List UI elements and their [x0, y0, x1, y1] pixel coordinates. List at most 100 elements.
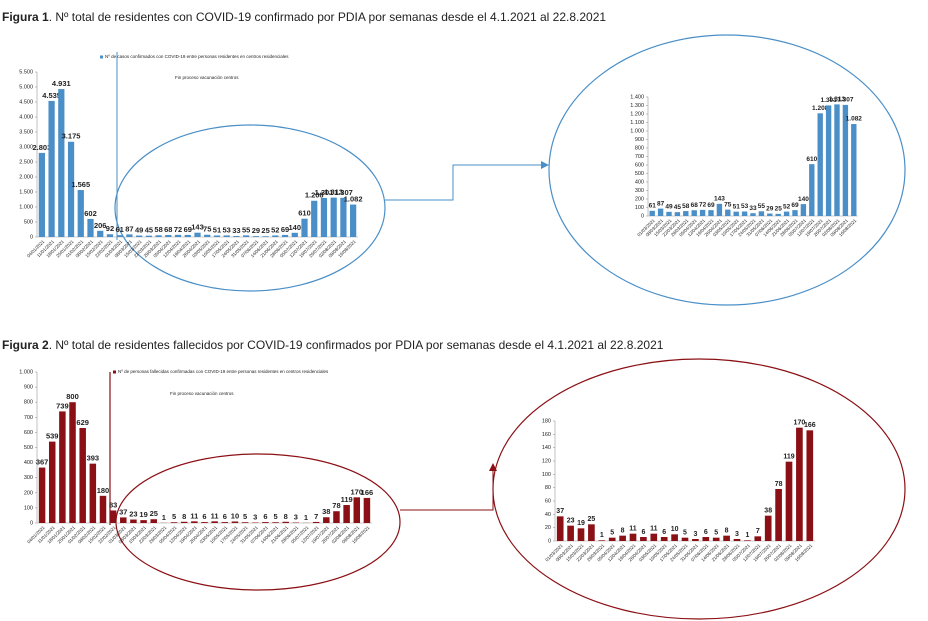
- bar: [213, 235, 221, 237]
- value-label: 6: [223, 512, 227, 521]
- y-tick-label: 3.500: [19, 129, 33, 135]
- value-label: 68: [164, 225, 172, 234]
- value-label: 8: [621, 528, 625, 535]
- value-label: 3: [693, 531, 697, 538]
- bar: [775, 213, 781, 216]
- legend-swatch: [100, 55, 103, 59]
- bar: [97, 230, 104, 237]
- bar: [796, 427, 803, 541]
- annotation: Fin proceso vacunación centros: [175, 75, 239, 80]
- arrow-head: [489, 463, 497, 471]
- bar: [785, 461, 793, 541]
- value-label: 1.307: [334, 188, 353, 197]
- bar: [211, 521, 218, 523]
- arrow: [385, 164, 543, 201]
- bar: [58, 89, 65, 237]
- value-label: 25: [150, 509, 158, 518]
- value-label: 75: [203, 225, 211, 234]
- y-tick-label: 4.500: [19, 99, 33, 105]
- bar: [77, 190, 84, 237]
- bar: [775, 489, 782, 541]
- value-label: 45: [145, 226, 153, 235]
- value-label: 3.175: [62, 132, 81, 141]
- bar: [733, 211, 739, 216]
- value-label: 1.565: [71, 180, 90, 189]
- bar: [723, 535, 730, 541]
- value-label: 1.301: [820, 97, 837, 104]
- value-label: 1.307: [837, 97, 854, 104]
- value-label: 78: [332, 501, 340, 510]
- value-label: 55: [758, 203, 766, 210]
- bar: [312, 521, 320, 523]
- bar: [320, 197, 328, 237]
- y-tick-label: 600: [635, 162, 644, 168]
- value-label: 25: [261, 226, 269, 235]
- value-label: 1.313: [324, 188, 343, 197]
- bar: [330, 197, 337, 237]
- value-label: 51: [213, 225, 221, 234]
- bar: [556, 516, 564, 541]
- bar: [38, 152, 45, 237]
- y-tick-label: 160: [542, 432, 551, 438]
- bar: [640, 537, 647, 541]
- value-label: 5: [610, 530, 614, 537]
- bar: [842, 104, 849, 216]
- value-label: 5: [683, 530, 687, 537]
- y-tick-label: 20: [545, 525, 551, 531]
- bar: [741, 211, 748, 216]
- value-label: 61: [649, 203, 657, 210]
- bar: [180, 521, 188, 523]
- value-label: 3: [735, 531, 739, 538]
- y-tick-label: 300: [635, 188, 644, 194]
- annotation: Fin proceso vacunación centros: [170, 391, 234, 396]
- y-tick-label: 0: [641, 213, 644, 219]
- y-tick-label: 1.200: [630, 111, 644, 117]
- value-label: 393: [87, 454, 100, 463]
- bar: [608, 537, 616, 541]
- y-tick-label: 500: [24, 445, 33, 451]
- bar: [155, 235, 162, 237]
- bar: [353, 497, 361, 523]
- value-label: 10: [671, 526, 679, 533]
- bar: [629, 533, 637, 541]
- value-label: 11: [650, 526, 658, 533]
- value-label: 72: [699, 202, 707, 209]
- bar: [174, 234, 182, 237]
- y-tick-label: 1.400: [630, 94, 644, 100]
- value-label: 33: [232, 226, 240, 235]
- bar: [87, 218, 94, 237]
- bar: [140, 520, 147, 523]
- bar: [150, 519, 157, 523]
- bar: [116, 235, 123, 237]
- value-label: 1: [304, 513, 308, 522]
- bar: [702, 537, 710, 541]
- y-tick-label: 5.000: [19, 84, 33, 90]
- y-tick-label: 0: [548, 538, 551, 544]
- value-label: 170: [351, 487, 364, 496]
- value-label: 23: [567, 518, 575, 525]
- bar: [733, 539, 741, 541]
- y-tick-label: 4.000: [19, 114, 33, 120]
- value-label: 55: [242, 225, 250, 234]
- value-label: 1.208: [305, 191, 324, 200]
- value-label: 5: [243, 512, 247, 521]
- bar: [252, 236, 259, 237]
- y-tick-label: 40: [545, 512, 551, 518]
- bar: [311, 200, 318, 237]
- value-label: 61: [116, 225, 124, 234]
- bar: [170, 522, 178, 523]
- bar: [272, 235, 279, 237]
- zoom-ellipse: [548, 34, 906, 306]
- bar: [666, 211, 672, 216]
- value-label: 52: [783, 203, 791, 210]
- bar: [69, 402, 76, 523]
- value-label: 143: [191, 223, 204, 232]
- y-tick-label: 1.500: [19, 189, 33, 195]
- bar: [272, 522, 279, 523]
- value-label: 37: [119, 507, 127, 516]
- bar: [282, 521, 289, 523]
- value-label: 5: [714, 530, 718, 537]
- y-tick-label: 800: [24, 400, 33, 406]
- value-label: 19: [139, 510, 147, 519]
- bar: [792, 210, 798, 216]
